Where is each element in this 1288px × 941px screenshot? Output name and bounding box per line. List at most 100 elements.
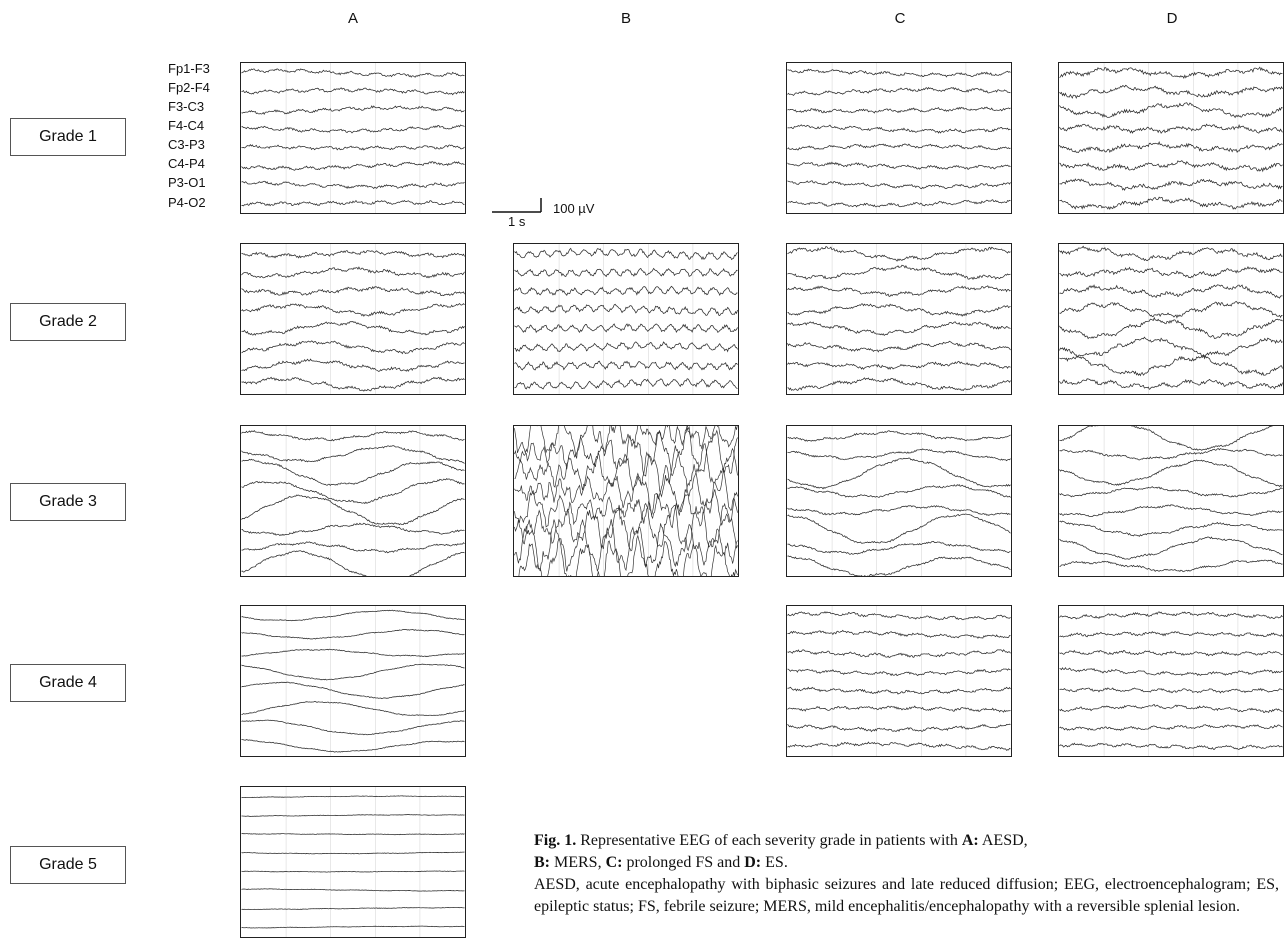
caption-title-line: Fig. 1. Representative EEG of each sever… <box>534 830 1288 874</box>
eeg-panel-a-grade-3 <box>240 425 466 577</box>
eeg-panel-a-grade-1 <box>240 62 466 214</box>
eeg-trace-channel-3 <box>241 105 465 115</box>
eeg-trace-channel-5 <box>241 494 465 526</box>
eeg-trace-channel-8 <box>241 925 465 929</box>
eeg-trace-channel-3 <box>241 648 465 658</box>
eeg-trace-channel-6 <box>1059 520 1283 537</box>
eeg-trace-channel-7 <box>787 360 1011 370</box>
grade-label-3: Grade 3 <box>10 483 126 521</box>
eeg-trace-channel-5 <box>787 143 1011 151</box>
eeg-trace-channel-5 <box>1059 141 1283 154</box>
eeg-trace-channel-7 <box>241 358 465 372</box>
eeg-trace-channel-2 <box>241 266 465 279</box>
scale-bar <box>492 198 542 213</box>
eeg-trace-channel-1 <box>241 795 465 799</box>
channel-label-fp2-f4: Fp2-F4 <box>168 80 210 95</box>
caption-text-1: Representative EEG of each severity grad… <box>576 832 962 849</box>
eeg-trace-channel-1 <box>241 609 465 622</box>
eeg-trace-channel-7 <box>787 723 1011 733</box>
eeg-trace-channel-6 <box>241 700 465 717</box>
eeg-trace-channel-4 <box>241 663 465 681</box>
caption-b-text: MERS, <box>550 854 606 871</box>
eeg-trace-channel-4 <box>241 302 465 317</box>
caption-b-label: B: <box>534 854 550 871</box>
eeg-trace-channel-5 <box>241 321 465 336</box>
eeg-trace-channel-4 <box>787 484 1011 498</box>
eeg-trace-channel-5 <box>787 321 1011 337</box>
eeg-trace-channel-7 <box>241 541 465 554</box>
eeg-trace-channel-7 <box>1059 536 1283 560</box>
grade-label-1: Grade 1 <box>10 118 126 156</box>
eeg-trace-channel-6 <box>514 341 738 353</box>
eeg-panel-b-grade-2 <box>513 243 739 395</box>
eeg-trace-channel-6 <box>241 888 465 892</box>
eeg-trace-channel-3 <box>1059 102 1283 119</box>
eeg-trace-channel-2 <box>1059 448 1283 461</box>
eeg-trace-channel-5 <box>1059 316 1283 340</box>
eeg-trace-channel-7 <box>514 360 738 371</box>
eeg-trace-channel-7 <box>1059 354 1283 377</box>
eeg-panel-a-grade-5 <box>240 786 466 938</box>
eeg-trace-channel-3 <box>787 285 1011 297</box>
eeg-trace-channel-8 <box>787 377 1011 392</box>
eeg-trace-channel-4 <box>787 124 1011 134</box>
eeg-trace-channel-3 <box>787 649 1011 659</box>
eeg-trace-channel-5 <box>1059 687 1283 694</box>
eeg-trace-channel-2 <box>241 814 465 817</box>
eeg-trace-channel-6 <box>787 161 1011 171</box>
eeg-trace-channel-8 <box>514 378 738 390</box>
caption-c-label: C: <box>605 854 623 871</box>
scale-time-label: 1 s <box>508 214 526 229</box>
eeg-trace-channel-4 <box>1059 300 1283 319</box>
eeg-panel-c-grade-2 <box>786 243 1012 395</box>
eeg-trace-channel-4 <box>787 303 1011 317</box>
scale-amplitude-label: 100 µV <box>553 201 595 216</box>
channel-label-p4-o2: P4-O2 <box>168 195 206 210</box>
eeg-trace-channel-1 <box>1059 245 1283 262</box>
eeg-trace-channel-8 <box>241 199 465 207</box>
eeg-trace-channel-2 <box>787 448 1011 462</box>
eeg-panel-d-grade-3 <box>1058 425 1284 577</box>
eeg-trace-channel-8 <box>787 199 1011 208</box>
eeg-trace-channel-5 <box>241 681 465 699</box>
eeg-trace-channel-1 <box>241 430 465 442</box>
eeg-trace-channel-4 <box>514 303 738 317</box>
caption-c-text: prolonged FS and <box>622 854 745 871</box>
eeg-trace-channel-3 <box>787 106 1011 114</box>
eeg-trace-channel-5 <box>514 323 738 334</box>
eeg-trace-channel-3 <box>787 457 1011 490</box>
eeg-trace-channel-8 <box>241 739 465 753</box>
eeg-trace-channel-1 <box>1059 426 1273 451</box>
column-label-a: A <box>347 10 358 27</box>
eeg-trace-channel-1 <box>1059 611 1283 620</box>
grade-label-5: Grade 5 <box>10 846 126 884</box>
figure-caption: Fig. 1. Representative EEG of each sever… <box>534 830 1288 918</box>
eeg-trace-channel-4 <box>787 668 1011 677</box>
eeg-trace-channel-3 <box>514 285 738 296</box>
eeg-trace-channel-6 <box>1059 160 1283 173</box>
eeg-trace-channel-1 <box>241 68 465 78</box>
eeg-trace-channel-2 <box>1059 631 1283 638</box>
eeg-panel-d-grade-4 <box>1058 605 1284 757</box>
channel-label-f3-c3: F3-C3 <box>168 99 205 114</box>
eeg-trace-channel-7 <box>1059 724 1283 732</box>
channel-label-fp1-f3: Fp1-F3 <box>168 61 210 76</box>
eeg-panel-a-grade-4 <box>240 605 466 757</box>
caption-a-label: A: <box>961 832 979 849</box>
eeg-trace-channel-3 <box>241 286 465 297</box>
eeg-trace-channel-2 <box>241 445 465 464</box>
eeg-trace-channel-7 <box>787 180 1011 190</box>
eeg-trace-channel-1 <box>787 611 1011 621</box>
eeg-trace-channel-1 <box>787 245 1011 262</box>
eeg-trace-channel-2 <box>241 628 465 640</box>
eeg-trace-channel-2 <box>787 86 1011 97</box>
eeg-trace-channel-8 <box>1059 559 1283 573</box>
eeg-trace-channel-6 <box>241 522 465 537</box>
eeg-panel-d-grade-1 <box>1058 62 1284 214</box>
eeg-trace-channel-6 <box>787 340 1011 353</box>
eeg-panel-c-grade-3 <box>786 425 1012 577</box>
eeg-trace-channel-3 <box>1059 649 1283 657</box>
eeg-trace-channel-7 <box>787 541 1011 555</box>
eeg-trace-channel-8 <box>518 534 738 576</box>
eeg-trace-channel-6 <box>514 502 738 552</box>
